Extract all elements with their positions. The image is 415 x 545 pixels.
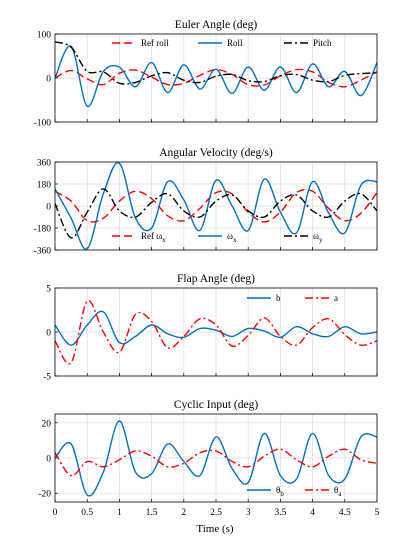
legend-label: ωy (313, 231, 323, 244)
legend: θb θa (247, 485, 342, 498)
series-line-2 (55, 162, 377, 250)
axes-box (54, 161, 378, 251)
legend-label: θa (334, 485, 342, 498)
series-line-2 (55, 45, 377, 107)
legend-label: Ref roll (141, 38, 169, 48)
y-tick-label: 0 (46, 75, 51, 85)
series-group (55, 162, 377, 250)
x-tick-label: 0 (53, 508, 58, 518)
x-tick-label: 0.5 (81, 508, 93, 518)
legend-label: Roll (227, 38, 243, 48)
x-tick-label: 4 (310, 508, 315, 518)
y-tick-label: 0 (46, 329, 51, 339)
x-tick-label: 2.5 (210, 508, 222, 518)
y-tick-label: -20 (38, 490, 51, 500)
y-tick-label: 360 (37, 159, 52, 169)
y-tick-label: -360 (34, 247, 52, 257)
chart-title: Flap Angle (deg) (177, 273, 255, 285)
x-tick-label: 3 (246, 508, 251, 518)
y-tick-label: 0 (46, 203, 51, 213)
x-tick-label: 3.5 (274, 508, 286, 518)
y-tick-label: 0 (46, 455, 51, 465)
axes-box (54, 413, 378, 503)
series-group (55, 420, 377, 497)
legend-label: Pitch (313, 38, 332, 48)
chart-title: Euler Angle (deg) (175, 19, 258, 31)
x-axis-label: Time (s) (196, 523, 234, 535)
y-tick-label: 20 (42, 419, 52, 429)
x-tick-label: 1 (117, 508, 122, 518)
y-tick-label: 100 (37, 31, 52, 41)
legend-label: a (334, 293, 338, 303)
legend: Ref roll Roll Pitch (112, 38, 332, 48)
legend-label: b (276, 293, 281, 303)
x-tick-label: 4.5 (339, 508, 351, 518)
legend-label: θb (276, 485, 284, 498)
x-tick-label: 1.5 (146, 508, 158, 518)
x-tick-label: 2 (181, 508, 186, 518)
series-line-1 (55, 188, 377, 223)
axes-box (54, 33, 378, 123)
y-tick-label: -180 (34, 225, 52, 235)
series-line-1 (55, 420, 377, 497)
series-line-2 (55, 300, 377, 365)
legend: Ref ωx ωx ωy (112, 231, 323, 244)
chart-panel-2: 360 180 0 -180 -360 Angular Velocity (deg/s) R… (34, 147, 378, 257)
series-line-2 (55, 448, 377, 477)
y-tick-label: -5 (43, 373, 51, 383)
legend-label: ωx (227, 231, 237, 244)
y-tick-label: -100 (34, 119, 52, 129)
series-line-1 (55, 68, 377, 88)
y-tick-label: 5 (46, 285, 51, 295)
axes-box (54, 287, 378, 377)
legend-label: Ref ωx (141, 231, 166, 244)
series-line-3 (55, 41, 377, 85)
chart-panel-1: 100 0 -100 Euler Angle (deg) Ref roll Roll Pit… (34, 19, 378, 129)
x-tick-label: 5 (375, 508, 380, 518)
series-group (55, 41, 377, 107)
y-tick-label: 180 (37, 181, 52, 191)
chart-title: Angular Velocity (deg/s) (159, 147, 273, 159)
series-line-1 (55, 310, 377, 346)
chart-title: Cyclic Input (deg) (174, 399, 258, 411)
series-group (55, 300, 377, 365)
